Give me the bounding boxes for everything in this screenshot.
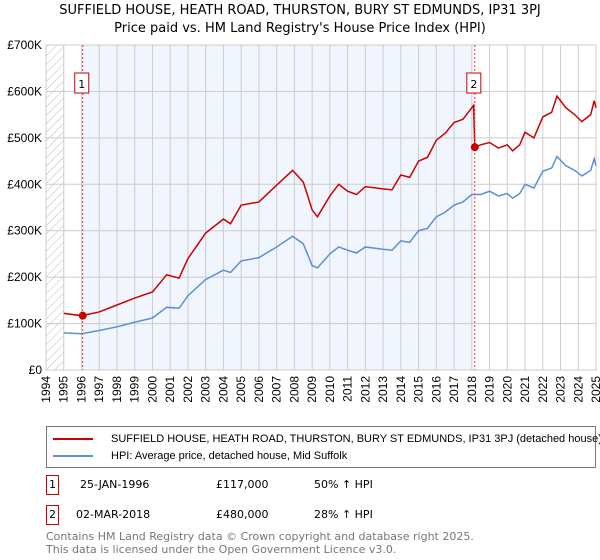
ownership-period-shade [82,45,475,370]
x-tick-label: 2018 [465,376,479,403]
x-tick-label: 2002 [181,376,195,403]
x-tick-label: 2023 [554,376,568,403]
x-tick-label: 2016 [429,376,443,403]
sale-marker-label: 2 [46,505,59,525]
x-tick-label: 2007 [270,376,284,403]
sale-row: 2 02-MAR-2018 £480,000 28% ↑ HPI [46,505,546,525]
x-tick-label: 2009 [305,376,319,403]
x-tick-label: 2021 [518,376,532,403]
sale-hpi: 28% ↑ HPI [314,508,373,521]
y-tick-label: £200K [7,270,42,284]
legend-swatch [53,438,93,440]
x-tick-label: 2017 [447,376,461,403]
x-tick-label: 2008 [287,376,301,403]
series-line-hpi [63,155,597,335]
y-tick-label: £500K [7,131,42,145]
x-tick-label: 1998 [110,376,124,403]
x-tick-label: 2019 [483,376,497,403]
x-tick-label: 2004 [216,376,230,403]
sale-marker-number: 2 [470,78,477,91]
x-tick-label: 2024 [571,376,585,403]
x-tick-label: 2006 [252,376,266,403]
pre-data-hatch [46,45,64,370]
sale-price: £117,000 [216,478,269,491]
y-tick-label: £600K [7,84,42,98]
legend-item-property: SUFFIELD HOUSE, HEATH ROAD, THURSTON, BU… [53,432,600,446]
legend-label: HPI: Average price, detached house, Mid … [111,450,348,462]
sale-point [470,143,479,152]
sale-marker-box [466,72,482,94]
x-tick-label: 2022 [536,376,550,403]
sale-date: 25-JAN-1996 [80,478,150,491]
plot-area: 1994 1995 1996 1997 1998 1999 2000 2001 2002 2003… [7,38,600,403]
x-tick-label: 2001 [163,376,177,403]
y-tick-label: £300K [7,224,42,238]
series-line-property [63,94,597,317]
x-tick-label: 1999 [128,376,142,403]
legend-item-hpi: HPI: Average price, detached house, Mid … [53,449,589,463]
y-tick-label: £400K [7,177,42,191]
y-tick-label: £0 [29,363,43,377]
x-tick-label: 2012 [358,376,372,403]
sale-date: 02-MAR-2018 [76,508,151,521]
legend-label: SUFFIELD HOUSE, HEATH ROAD, THURSTON, BU… [111,433,600,445]
x-tick-label: 2000 [145,376,159,403]
y-tick-label: £700K [7,38,42,52]
x-tick-label: 1996 [74,376,88,403]
x-tick-label: 2003 [199,376,213,403]
sale-marker-number: 1 [78,78,85,91]
legend: SUFFIELD HOUSE, HEATH ROAD, THURSTON, BU… [46,426,600,468]
legend-swatch [53,455,93,457]
sale-price: £480,000 [216,508,269,521]
x-tick-label: 1995 [57,376,71,403]
sale-row: 1 25-JAN-1996 £117,000 50% ↑ HPI [46,475,546,495]
footer-license: This data is licensed under the Open Gov… [46,543,397,556]
sale-marker-box [74,72,90,94]
sale-hpi: 50% ↑ HPI [314,478,373,491]
x-tick-label: 2020 [500,376,514,403]
sale-marker-label: 1 [46,475,59,495]
x-tick-label: 1994 [39,376,53,403]
chart-title: SUFFIELD HOUSE, HEATH ROAD, THURSTON, BU… [59,3,541,18]
x-tick-label: 2010 [323,376,337,403]
x-tick-label: 1997 [92,376,106,403]
y-tick-label: £100K [7,317,42,331]
sale-point [78,311,87,320]
x-tick-label: 2025 [589,376,600,403]
x-tick-label: 2013 [376,376,390,403]
chart-subtitle: Price paid vs. HM Land Registry's House … [114,21,486,36]
footer-copyright: Contains HM Land Registry data © Crown c… [46,530,474,543]
x-tick-label: 2015 [412,376,426,403]
x-tick-label: 2005 [234,376,248,403]
x-tick-label: 2011 [341,376,355,402]
x-tick-label: 2014 [394,376,408,403]
